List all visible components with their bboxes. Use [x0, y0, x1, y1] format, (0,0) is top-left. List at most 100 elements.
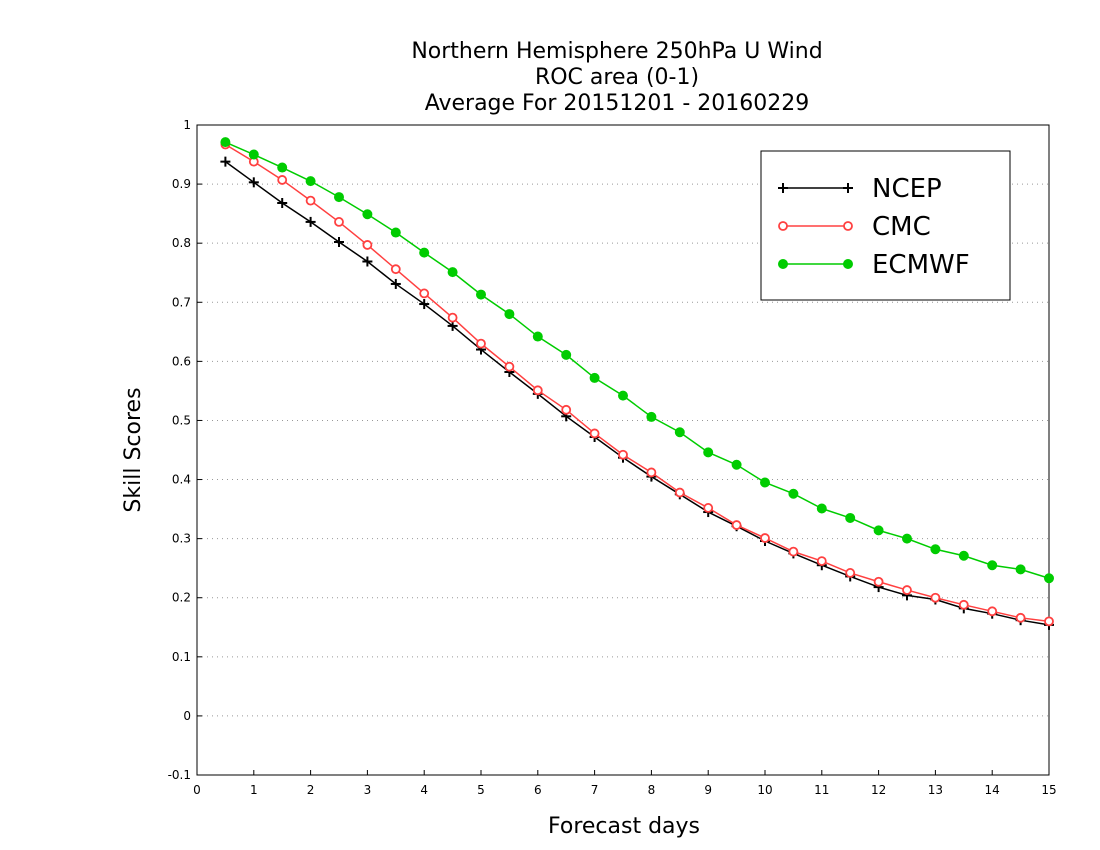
x-tick-label: 3	[364, 783, 372, 797]
data-point-cmc	[589, 428, 600, 439]
data-point-ecmwf	[305, 176, 316, 187]
legend-item-cmc: CMC	[778, 212, 931, 242]
y-tick-label: 0.2	[172, 591, 191, 605]
data-point-ecmwf	[646, 411, 657, 422]
series-cmc	[220, 139, 1054, 627]
data-point-ecmwf	[902, 533, 912, 544]
x-tick-label: 7	[591, 783, 599, 797]
y-tick-label: 0.4	[172, 473, 191, 487]
data-point-ecmwf	[788, 488, 799, 499]
legend-item-ecmwf: ECMWF	[778, 250, 970, 280]
data-point-ecmwf	[873, 525, 884, 536]
data-point-cmc	[277, 175, 288, 185]
data-point-cmc	[703, 503, 714, 513]
x-tick-label: 14	[985, 783, 1000, 797]
data-point-cmc	[561, 404, 572, 415]
data-point-ncep	[248, 177, 259, 188]
axis-ticks	[196, 124, 1050, 776]
x-tick-label: 6	[534, 783, 542, 797]
data-point-cmc	[618, 449, 628, 460]
y-axis-label: Skill Scores	[121, 387, 146, 512]
legend-marker	[778, 221, 788, 231]
data-point-ecmwf	[618, 390, 628, 401]
y-tick-label: 0.1	[172, 650, 191, 664]
data-point-cmc	[362, 240, 373, 250]
data-point-ecmwf	[1015, 564, 1026, 575]
data-point-cmc	[788, 546, 799, 557]
x-tick-label: 13	[928, 783, 943, 797]
data-point-ecmwf	[845, 512, 856, 523]
x-tick-label: 1	[250, 783, 258, 797]
plot-frame	[196, 124, 1050, 776]
data-point-ecmwf	[674, 427, 685, 438]
data-point-cmc	[760, 533, 770, 543]
data-point-cmc	[816, 556, 827, 566]
x-tick-label: 11	[814, 783, 829, 797]
data-point-cmc	[447, 312, 458, 323]
data-series	[220, 137, 1054, 630]
data-point-ecmwf	[334, 192, 344, 203]
series-line-ecmwf	[225, 141, 1050, 579]
data-point-ecmwf	[987, 560, 998, 571]
data-point-ecmwf	[419, 247, 430, 258]
data-point-ncep	[334, 237, 344, 247]
data-point-ecmwf	[476, 289, 486, 300]
data-point-cmc	[873, 576, 884, 587]
x-tick-label: 9	[704, 783, 712, 797]
data-point-ncep	[277, 198, 288, 208]
legend-label-ncep: NCEP	[872, 174, 942, 204]
data-point-cmc	[958, 599, 969, 610]
data-point-ecmwf	[589, 372, 600, 383]
data-point-ecmwf	[760, 477, 770, 488]
y-tick-label: 0.5	[172, 413, 191, 427]
data-point-cmc	[731, 520, 742, 530]
legend-label-ecmwf: ECMWF	[872, 250, 970, 280]
data-point-ecmwf	[248, 149, 259, 160]
y-tick-label: 0.7	[172, 295, 191, 309]
data-point-ncep	[305, 216, 316, 227]
data-point-cmc	[987, 606, 998, 617]
legend-marker	[843, 183, 853, 193]
data-point-cmc	[504, 361, 515, 372]
data-point-cmc	[845, 568, 856, 578]
y-tick-label: 0.6	[172, 354, 191, 368]
x-tick-label: 8	[648, 783, 656, 797]
data-point-ecmwf	[277, 162, 288, 173]
data-point-ncep	[390, 278, 401, 289]
data-point-ecmwf	[958, 550, 969, 561]
y-tick-label: 0.8	[172, 236, 191, 250]
data-point-ncep	[419, 299, 430, 310]
legend-marker	[778, 259, 788, 269]
data-point-cmc	[674, 487, 685, 498]
data-point-cmc	[1044, 616, 1054, 627]
legend-marker	[843, 221, 853, 231]
chart-title: Northern Hemisphere 250hPa U Wind ROC ar…	[411, 39, 822, 116]
data-point-ecmwf	[731, 459, 742, 470]
legend-item-ncep: NCEP	[778, 174, 942, 204]
series-ecmwf	[220, 137, 1054, 584]
data-point-ecmwf	[504, 309, 515, 320]
legend-items: NCEP CMC ECMWF	[778, 174, 970, 280]
chart-title-line-1: Northern Hemisphere 250hPa U Wind	[411, 39, 822, 64]
legend-marker	[843, 259, 853, 269]
data-point-ecmwf	[703, 447, 714, 458]
data-point-cmc	[419, 288, 430, 299]
y-tick-label: -0.1	[168, 768, 191, 782]
data-point-ecmwf	[390, 227, 401, 238]
x-tick-label: 4	[420, 783, 428, 797]
data-point-ecmwf	[930, 544, 941, 555]
data-point-ecmwf	[220, 137, 231, 148]
y-tick-label: 0	[183, 709, 191, 723]
x-tick-label: 5	[477, 783, 485, 797]
series-line-cmc	[225, 143, 1050, 623]
x-tick-label: 10	[757, 783, 772, 797]
data-point-cmc	[334, 217, 344, 227]
data-point-ecmwf	[532, 331, 543, 342]
chart-title-line-3: Average For 20151201 - 20160229	[425, 91, 810, 116]
x-tick-label: 0	[193, 783, 201, 797]
data-point-cmc	[930, 592, 941, 603]
x-tick-label: 15	[1041, 783, 1056, 797]
legend-marker	[778, 183, 788, 193]
data-point-cmc	[1015, 612, 1026, 623]
